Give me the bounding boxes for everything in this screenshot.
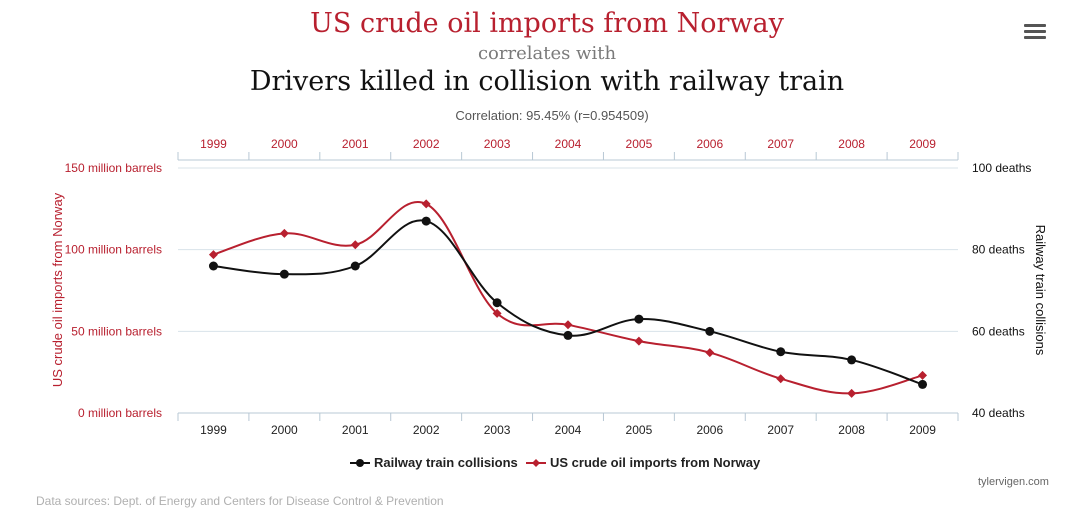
left-y-tick-label: 100 million barrels [65, 243, 162, 257]
correlation-label: Correlation: 95.45% (r=0.954509) [455, 108, 649, 123]
x-tick-label: 2002 [413, 423, 440, 437]
data-point [563, 320, 573, 330]
legend-label-oil: US crude oil imports from Norway [550, 455, 761, 470]
data-point [776, 347, 786, 357]
site-credit: tylervigen.com [978, 476, 1049, 488]
x-tick-label: 2000 [271, 423, 298, 437]
data-point [847, 355, 857, 365]
data-point [350, 240, 360, 250]
data-point [634, 314, 644, 324]
data-point [492, 298, 502, 308]
x-tick-label: 2005 [626, 423, 653, 437]
right-axis-title: Railway train collisions [1033, 225, 1048, 356]
data-point [918, 370, 928, 380]
left-y-tick-label: 50 million barrels [71, 324, 162, 338]
x-tick-label: 2008 [838, 423, 865, 437]
right-y-tick-label: 40 deaths [972, 406, 1025, 420]
left-axis-title: US crude oil imports from Norway [50, 192, 65, 387]
data-point [492, 308, 502, 318]
data-point [634, 336, 644, 346]
x-tick-label-top: 2000 [271, 137, 298, 151]
data-point [421, 199, 431, 209]
data-point [705, 326, 715, 336]
data-point [918, 379, 928, 389]
data-point [208, 250, 218, 260]
data-point [279, 269, 289, 279]
left-y-tick-label: 150 million barrels [65, 161, 162, 175]
x-tick-label: 2003 [484, 423, 511, 437]
x-tick-label-top: 2004 [555, 137, 582, 151]
x-tick-label: 2009 [909, 423, 936, 437]
data-point [705, 348, 715, 358]
x-tick-label: 2001 [342, 423, 369, 437]
chart-connector-text: correlates with [477, 43, 617, 64]
data-point [776, 374, 786, 384]
x-tick-label-top: 2002 [413, 137, 440, 151]
x-tick-label: 2007 [767, 423, 794, 437]
left-y-tick-label: 0 million barrels [78, 406, 162, 420]
legend-marker-railway [356, 459, 364, 467]
line-chart: 1999 1999 2000 2000 2001 2001 2002 2002 2003 2003… [50, 137, 1048, 470]
x-tick-label: 2004 [555, 423, 582, 437]
series-line [213, 200, 923, 395]
hamburger-menu-icon[interactable] [1024, 24, 1046, 42]
chart-title-a: US crude oil imports from Norway [310, 8, 784, 39]
right-y-tick-label: 60 deaths [972, 324, 1025, 338]
chart-title-b: Drivers killed in collision with railway… [249, 66, 845, 97]
x-tick-label-top: 1999 [200, 137, 227, 151]
data-point [279, 228, 289, 238]
right-y-tick-label: 100 deaths [972, 161, 1031, 175]
x-tick-label-top: 2009 [909, 137, 936, 151]
data-point [563, 330, 573, 340]
legend-label-railway: Railway train collisions [374, 455, 518, 470]
series-line [213, 219, 923, 386]
data-point [847, 388, 857, 398]
data-point [421, 216, 431, 226]
data-point [208, 261, 218, 271]
right-y-tick-label: 80 deaths [972, 243, 1025, 257]
x-tick-label-top: 2007 [767, 137, 794, 151]
x-tick-label-top: 2006 [696, 137, 723, 151]
x-tick-label-top: 2005 [626, 137, 653, 151]
x-tick-label-top: 2003 [484, 137, 511, 151]
legend-marker-oil [532, 459, 540, 467]
x-tick-label-top: 2008 [838, 137, 865, 151]
x-tick-label: 1999 [200, 423, 227, 437]
data-sources-note: Data sources: Dept. of Energy and Center… [36, 494, 444, 508]
x-tick-label: 2006 [696, 423, 723, 437]
x-tick-label-top: 2001 [342, 137, 369, 151]
data-point [350, 261, 360, 271]
